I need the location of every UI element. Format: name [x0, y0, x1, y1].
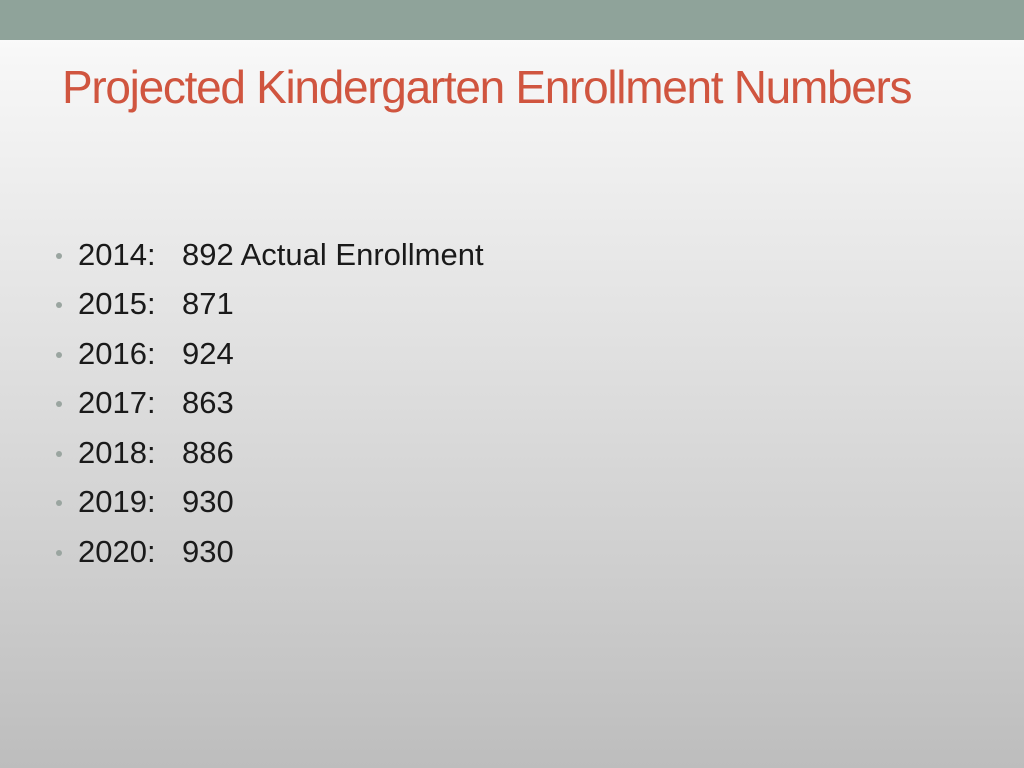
list-item: 2019: 930 — [56, 478, 484, 528]
year-label: 2015: — [78, 286, 156, 322]
list-item: 2017: 863 — [56, 379, 484, 429]
enrollment-list: 2014: 892 Actual Enrollment 2015: 871 20… — [56, 230, 484, 577]
bullet-dot-icon — [56, 401, 62, 408]
bullet-dot-icon — [56, 450, 62, 457]
bullet-dot-icon — [56, 302, 62, 309]
bullet-dot-icon — [56, 549, 62, 556]
list-item: 2014: 892 Actual Enrollment — [56, 230, 484, 280]
enrollment-value: 930 — [182, 533, 234, 569]
enrollment-value: 863 — [182, 385, 234, 421]
bullet-dot-icon — [56, 500, 62, 507]
enrollment-value: 930 — [182, 484, 234, 520]
enrollment-value: 886 — [182, 434, 234, 470]
list-item: 2015: 871 — [56, 280, 484, 330]
enrollment-value: 871 — [182, 286, 234, 322]
year-label: 2018: — [78, 434, 156, 470]
year-label: 2019: — [78, 484, 156, 520]
year-label: 2014: — [78, 236, 156, 272]
list-item: 2020: 930 — [56, 527, 484, 577]
bullet-dot-icon — [56, 252, 62, 259]
top-accent-band — [0, 0, 1024, 40]
enrollment-value: 892 Actual Enrollment — [182, 236, 484, 272]
list-item: 2016: 924 — [56, 329, 484, 379]
list-item: 2018: 886 — [56, 428, 484, 478]
slide-title: Projected Kindergarten Enrollment Number… — [62, 61, 913, 113]
year-label: 2020: — [78, 533, 156, 569]
year-label: 2017: — [78, 385, 156, 421]
year-label: 2016: — [78, 335, 156, 371]
enrollment-value: 924 — [182, 335, 234, 371]
bullet-dot-icon — [56, 351, 62, 358]
